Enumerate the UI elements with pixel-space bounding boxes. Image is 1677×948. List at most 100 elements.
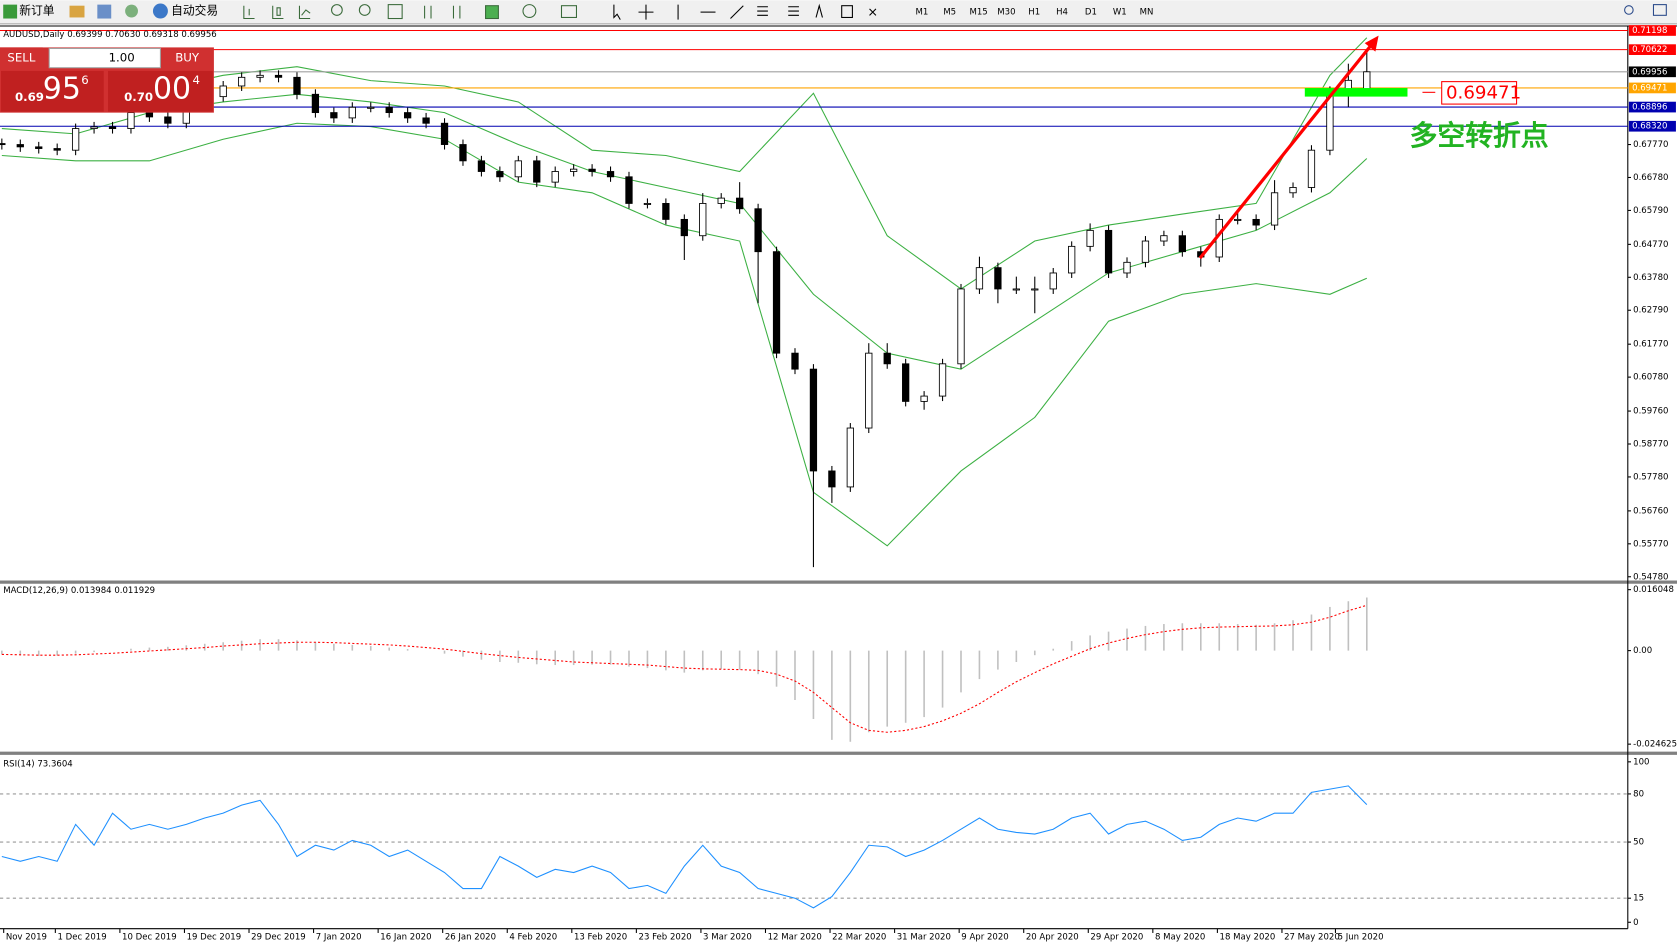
toolbar-icon[interactable]	[69, 5, 85, 18]
x-tick-label: 18 May 2020	[1220, 933, 1276, 943]
panel-title: AUDUSD,Daily 0.69399 0.70630 0.69318 0.6…	[3, 30, 217, 40]
x-tick-label: 22 Mar 2020	[832, 933, 886, 943]
y-tick-label: 0.58770	[1633, 440, 1668, 450]
zoom-out-icon[interactable]	[358, 4, 371, 16]
annotation-text: 多空转折点	[1410, 119, 1549, 152]
price-tag-label: 0.68320	[1632, 122, 1667, 132]
candle-body	[274, 74, 283, 78]
timeframe-button[interactable]: D1	[1085, 8, 1097, 18]
candle-body	[1252, 218, 1260, 226]
price-tag	[1628, 66, 1676, 78]
toolbar-icon[interactable]	[97, 4, 112, 19]
new-order-button[interactable]: 新订单	[19, 4, 54, 18]
sell-label[interactable]: SELL	[7, 51, 35, 65]
cursor-icon[interactable]	[613, 4, 621, 20]
price-tag	[1628, 44, 1676, 55]
y-tick-label: 100	[1633, 757, 1649, 767]
new-order-icon[interactable]	[3, 4, 18, 19]
trendline-icon[interactable]	[730, 5, 744, 19]
buy-price-big[interactable]: 00	[153, 72, 191, 107]
bar-chart-icon[interactable]	[243, 5, 255, 20]
y-tick-label: 0.60780	[1633, 373, 1668, 383]
candle-body	[145, 112, 154, 118]
candle-body	[957, 288, 965, 365]
indicators-icon[interactable]	[485, 5, 499, 20]
trend-arrow	[1198, 44, 1373, 260]
chat-icon[interactable]	[1652, 4, 1667, 16]
annotation-price: 0.69471	[1446, 82, 1521, 103]
candle-body	[662, 203, 670, 220]
y-tick-label: 0.62790	[1633, 306, 1668, 316]
candle-body	[606, 171, 615, 178]
y-tick-label: -0.024625	[1633, 740, 1677, 750]
channel-icon[interactable]	[757, 6, 768, 16]
buy-label[interactable]: BUY	[175, 51, 200, 65]
volume-input[interactable]	[48, 47, 161, 69]
sell-price-sup[interactable]: 6	[81, 73, 88, 87]
candle-chart-icon[interactable]	[272, 5, 284, 20]
y-tick-label: 0	[1633, 918, 1638, 928]
candle-body	[994, 267, 1002, 290]
timeframe-button[interactable]: H1	[1028, 8, 1040, 18]
templates-icon[interactable]	[560, 5, 578, 18]
candle-body	[1307, 149, 1316, 188]
y-tick-label: 0.56760	[1633, 506, 1668, 516]
auto-trading-button[interactable]: 自动交易	[171, 4, 218, 18]
sell-price-big[interactable]: 95	[43, 72, 81, 107]
buy-price-box[interactable]	[108, 70, 213, 112]
shift-icon[interactable]	[452, 5, 461, 19]
toolbar-icon[interactable]	[125, 4, 138, 18]
search-icon[interactable]	[1624, 5, 1634, 15]
candle-body	[1012, 288, 1020, 291]
x-tick-label: 3 Mar 2020	[703, 933, 752, 943]
fibo-icon[interactable]	[788, 6, 799, 16]
price-tag-label: 0.68896	[1632, 103, 1667, 113]
crosshair-icon[interactable]	[638, 4, 654, 20]
zoom-in-icon[interactable]	[331, 4, 343, 16]
volume-value[interactable]: 1.00	[109, 51, 135, 65]
candle-body	[404, 112, 412, 119]
candle-body	[736, 197, 744, 210]
tile-icon[interactable]	[387, 4, 403, 20]
candle-body	[1049, 272, 1057, 290]
price-tag-label: 0.69471	[1632, 83, 1667, 93]
timeframe-button[interactable]: MN	[1140, 8, 1154, 18]
label-icon[interactable]	[841, 5, 853, 18]
text-icon[interactable]	[815, 3, 823, 18]
x-tick-label: 26 Jan 2020	[445, 933, 496, 943]
x-tick-label: 12 Mar 2020	[768, 933, 822, 943]
bollinger-upper	[1, 37, 1368, 290]
scroll-icon[interactable]	[424, 5, 432, 19]
y-tick-label: 0.55770	[1633, 539, 1668, 549]
timeframe-button[interactable]: M5	[943, 8, 956, 18]
sell-price-box[interactable]	[1, 70, 104, 112]
candle-body	[53, 148, 61, 151]
buy-price-sup[interactable]: 4	[193, 73, 200, 87]
candle-body	[1086, 229, 1094, 247]
auto-trading-icon[interactable]	[152, 3, 168, 19]
candle-body	[330, 112, 338, 119]
candle-body	[1234, 218, 1242, 221]
timeframe-button[interactable]: M30	[997, 8, 1015, 18]
candle-body	[219, 85, 227, 98]
timeframe-button[interactable]: M1	[916, 8, 929, 18]
toolbar-icons[interactable]	[243, 3, 877, 20]
buy-price-prefix[interactable]: 0.70	[124, 90, 153, 104]
sell-button[interactable]	[0, 47, 43, 69]
timeframe-button[interactable]: H4	[1056, 8, 1068, 18]
x-tick-label: 16 Jan 2020	[380, 933, 431, 943]
candle-body	[35, 146, 43, 149]
candle-body	[164, 116, 172, 124]
candle-body	[865, 352, 873, 429]
timeframe-button[interactable]: W1	[1113, 8, 1127, 18]
line-chart-icon[interactable]	[298, 5, 311, 20]
periods-icon[interactable]	[522, 4, 537, 18]
y-tick-label: 0.67770	[1633, 140, 1668, 150]
y-tick-label: 50	[1633, 838, 1644, 848]
y-tick-label: 0.65790	[1633, 206, 1668, 216]
x-tick-label: 9 Apr 2020	[961, 933, 1008, 943]
turning-zone-bar	[1304, 88, 1408, 97]
timeframe-button[interactable]: M15	[969, 8, 987, 18]
arrows-icon[interactable]	[869, 8, 877, 16]
sell-price-prefix[interactable]: 0.69	[15, 90, 44, 104]
